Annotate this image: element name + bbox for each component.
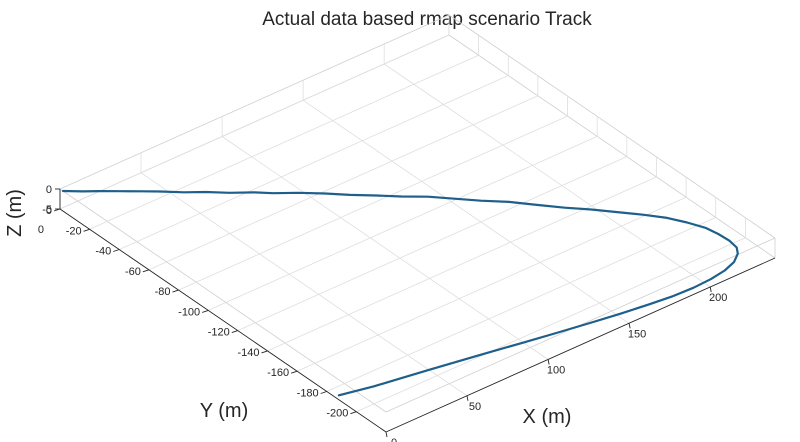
y-tick-label: -20 (66, 225, 82, 237)
track-line (61, 189, 739, 397)
y-tick-label: 0 (46, 205, 52, 217)
grid-line-y (178, 115, 568, 291)
y-tick-mark (261, 350, 268, 354)
grid-line-x (383, 63, 711, 288)
y-tick-mark (202, 309, 209, 313)
grid-line-y (59, 34, 450, 210)
y-tick-mark (113, 249, 120, 252)
x-axis-label: X (m) (523, 406, 572, 428)
grid-line-x (221, 136, 549, 360)
x-tick-label: 0 (391, 437, 397, 442)
box-edge-front-top-y (59, 188, 387, 413)
y-tick-mark (172, 289, 179, 293)
x-tick-label: 200 (709, 292, 727, 304)
box-edge-back-top-x (59, 14, 450, 190)
y-axis-line (59, 208, 387, 433)
grid-line-x (302, 99, 630, 324)
y-tick-label: -120 (208, 327, 230, 339)
x-axis-line (385, 257, 776, 433)
y-axis-ticks: -200-180-160-140-120-100-80-60-40-200 (46, 205, 357, 420)
x-tick-label: 100 (547, 365, 565, 377)
z-tick-label: -5 (42, 204, 52, 216)
grid-line-y (356, 237, 746, 413)
grid-line-y (148, 95, 539, 271)
grid-lines (59, 15, 746, 433)
grid-line-y (326, 217, 716, 392)
y-tick-label: -160 (267, 367, 289, 379)
box-edge-back-top-y (448, 14, 776, 239)
z-axis-label: Z (m) (4, 189, 26, 237)
box-edge-back-bottom-y (448, 34, 776, 259)
y-tick-label: -200 (326, 408, 348, 420)
x-tick-mark (709, 286, 712, 293)
y-axis-label: Y (m) (200, 400, 249, 422)
y-tick-mark (290, 370, 298, 374)
z-axis-ticks: -500 (38, 184, 60, 236)
y-tick-label: -60 (125, 266, 141, 278)
y-tick-mark (142, 269, 150, 273)
x-axis-ticks: 0 50 100 150 200 (385, 286, 727, 442)
y-tick-mark (320, 391, 327, 394)
y-tick-label: -180 (297, 388, 319, 400)
y-tick-label: -100 (178, 306, 200, 318)
x-tick-mark (628, 323, 631, 329)
y-tick-mark (231, 330, 238, 334)
y-tick-mark (83, 228, 90, 232)
grid-line-y (296, 196, 687, 372)
grid-line-y (237, 156, 627, 331)
grid-line-x (140, 172, 468, 397)
y-tick-label: -80 (155, 286, 171, 298)
x-tick-mark (385, 431, 388, 438)
x-tick-mark (547, 359, 550, 365)
z-tick-label: 0 (46, 184, 52, 196)
x-tick-label: 150 (628, 328, 646, 340)
grid-line-y (267, 176, 657, 352)
grid-line-y (89, 54, 479, 230)
x-tick-mark (466, 395, 469, 401)
y-tick-label: -40 (95, 246, 111, 258)
x-tick-label: 50 (469, 401, 481, 413)
y-tick-label: -140 (237, 347, 259, 359)
grid-line-y (119, 75, 509, 250)
axes-box (59, 14, 776, 413)
grid-line-y (208, 136, 598, 311)
chart-title: Actual data based rmap scenario Track (262, 9, 592, 30)
y-axis-origin-label: 0 (38, 224, 44, 236)
y-tick-mark (350, 411, 357, 415)
axis-lines (59, 189, 776, 433)
series-layer (61, 189, 739, 397)
